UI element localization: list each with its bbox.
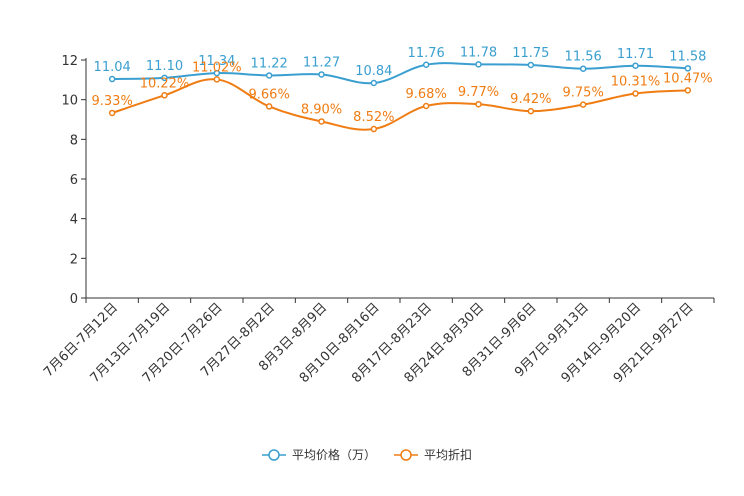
data-label: 11.71 bbox=[617, 47, 654, 62]
data-label: 11.76 bbox=[408, 46, 445, 61]
data-point[interactable] bbox=[422, 102, 430, 110]
data-point[interactable] bbox=[422, 61, 430, 69]
data-label: 11.10 bbox=[146, 59, 183, 74]
legend[interactable]: 平均价格（万） 平均折扣 bbox=[262, 447, 472, 462]
y-tick-label: 0 bbox=[70, 292, 78, 307]
data-label: 10.47% bbox=[663, 71, 713, 86]
data-point[interactable] bbox=[527, 107, 535, 115]
series-avg-price: 11.04 11.10 11.34 11.22 11.27 10.84 11.76 11.78… bbox=[94, 45, 706, 87]
data-label: 9.68% bbox=[406, 87, 447, 102]
data-point[interactable] bbox=[475, 100, 482, 108]
data-point[interactable] bbox=[632, 62, 639, 70]
data-point[interactable] bbox=[527, 61, 535, 69]
data-point[interactable] bbox=[108, 109, 116, 117]
data-label: 11.56 bbox=[565, 50, 602, 65]
data-point[interactable] bbox=[475, 61, 482, 68]
data-label: 11.02% bbox=[192, 60, 242, 75]
data-label: 10.84 bbox=[355, 64, 392, 79]
data-label: 11.58 bbox=[669, 49, 706, 64]
data-label: 9.66% bbox=[249, 87, 290, 102]
y-tick-label: 4 bbox=[70, 213, 78, 228]
data-point[interactable] bbox=[161, 74, 168, 82]
data-label: 8.52% bbox=[353, 110, 394, 125]
data-label: 8.90% bbox=[301, 102, 342, 117]
data-label: 11.04 bbox=[94, 60, 131, 75]
data-point[interactable] bbox=[579, 65, 587, 72]
data-label: 9.33% bbox=[92, 94, 133, 109]
data-label: 11.75 bbox=[512, 46, 549, 61]
data-point[interactable] bbox=[265, 103, 273, 110]
data-label: 9.77% bbox=[458, 85, 499, 100]
data-label: 10.31% bbox=[611, 75, 661, 90]
data-label: 9.42% bbox=[510, 92, 551, 107]
data-label: 9.75% bbox=[563, 86, 604, 101]
x-axis: 7月6日-7月12日7月13日-7月19日7月20日-7月26日7月27日-8月… bbox=[41, 297, 715, 386]
series-line bbox=[111, 78, 688, 131]
data-point[interactable] bbox=[108, 75, 116, 83]
data-point[interactable] bbox=[579, 101, 587, 108]
data-point[interactable] bbox=[684, 65, 692, 72]
data-label: 11.78 bbox=[460, 45, 497, 60]
data-label: 11.34 bbox=[198, 54, 235, 69]
data-label: 11.22 bbox=[251, 56, 288, 71]
series-line bbox=[112, 62, 688, 85]
data-point[interactable] bbox=[318, 71, 325, 78]
y-tick-label: 2 bbox=[70, 252, 78, 267]
legend-circle-icon bbox=[268, 449, 280, 461]
data-point[interactable] bbox=[213, 69, 221, 77]
y-tick-label: 6 bbox=[70, 173, 78, 188]
y-tick-label: 8 bbox=[70, 133, 78, 148]
data-point[interactable] bbox=[161, 92, 168, 99]
series-layer: 11.04 11.10 11.34 11.22 11.27 10.84 11.76 11.78… bbox=[92, 45, 713, 133]
legend-label: 平均折扣 bbox=[424, 447, 472, 462]
legend-circle-icon bbox=[400, 449, 412, 461]
data-point[interactable] bbox=[213, 76, 221, 83]
series-avg-discount: 9.33% 10.22%11.02% 9.66% 8.90% 8.52% 9.68% 9.7… bbox=[92, 60, 713, 133]
data-point[interactable] bbox=[370, 125, 378, 133]
legend-item-avg-price[interactable]: 平均价格（万） bbox=[262, 447, 376, 462]
data-label: 11.27 bbox=[303, 55, 340, 70]
y-tick-label: 12 bbox=[61, 54, 78, 69]
data-label: 10.22% bbox=[140, 76, 190, 91]
y-axis: 0 2 4 6 8 10 12 bbox=[61, 54, 87, 307]
y-tick-label: 10 bbox=[61, 94, 78, 109]
data-point[interactable] bbox=[632, 90, 639, 97]
legend-item-avg-discount[interactable]: 平均折扣 bbox=[394, 447, 472, 462]
data-point[interactable] bbox=[265, 72, 273, 79]
data-point[interactable] bbox=[684, 87, 692, 94]
data-point[interactable] bbox=[370, 79, 378, 87]
legend-label: 平均价格（万） bbox=[292, 447, 376, 462]
data-point[interactable] bbox=[318, 118, 325, 125]
